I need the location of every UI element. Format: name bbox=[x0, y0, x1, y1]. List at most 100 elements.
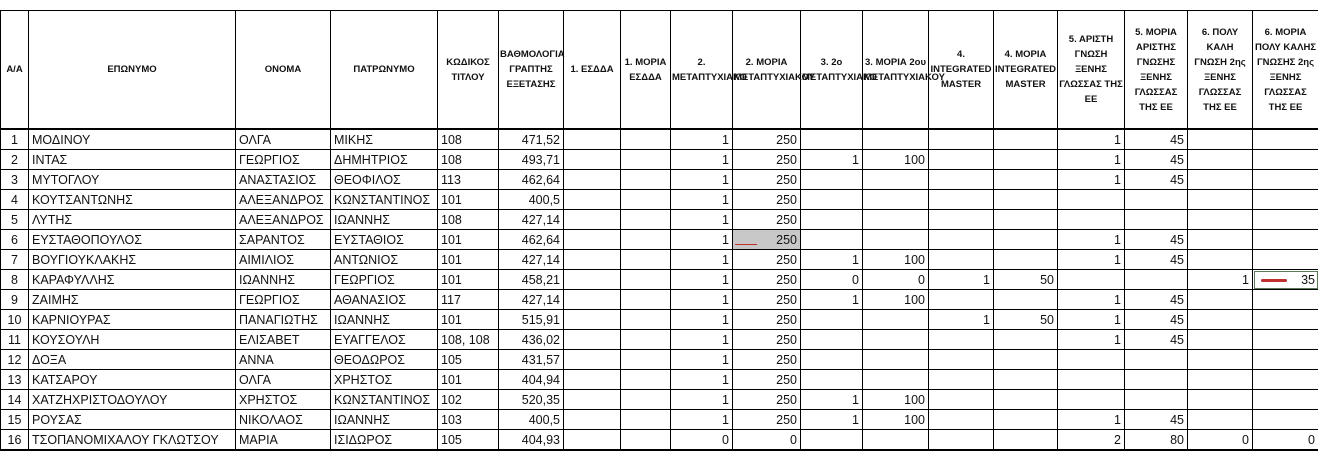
cell-very-good-language[interactable] bbox=[1187, 309, 1253, 330]
cell-title-code[interactable]: 103 bbox=[437, 409, 499, 430]
cell-excellent-language[interactable] bbox=[1057, 369, 1125, 390]
cell-masters-points[interactable]: 250 bbox=[732, 249, 801, 270]
cell-integrated-master[interactable] bbox=[928, 169, 994, 190]
cell-excellent-language-points[interactable]: 45 bbox=[1124, 329, 1188, 350]
cell-integrated-master[interactable] bbox=[928, 189, 994, 210]
cell-integrated-master[interactable] bbox=[928, 149, 994, 170]
cell-title-code[interactable]: 108 bbox=[437, 128, 499, 150]
cell-row-number[interactable]: 16 bbox=[0, 429, 29, 451]
cell-second-masters[interactable] bbox=[800, 429, 863, 451]
cell-second-masters-points[interactable] bbox=[862, 369, 929, 390]
cell-integrated-master[interactable] bbox=[928, 209, 994, 230]
column-header[interactable]: 3. 2ο ΜΕΤΑΠΤΥΧΙΑΚΟ bbox=[800, 10, 877, 130]
cell-esdda-points[interactable] bbox=[620, 229, 671, 250]
cell-excellent-language[interactable]: 1 bbox=[1057, 409, 1125, 430]
cell-second-masters[interactable]: 1 bbox=[800, 149, 863, 170]
cell-very-good-language[interactable] bbox=[1187, 349, 1253, 370]
cell-second-masters[interactable] bbox=[800, 169, 863, 190]
cell-very-good-language-points[interactable] bbox=[1252, 149, 1318, 170]
cell-very-good-language[interactable] bbox=[1187, 128, 1253, 150]
cell-father-name[interactable]: ΜΙΚΗΣ bbox=[330, 128, 438, 150]
cell-esdda-points[interactable] bbox=[620, 269, 671, 290]
cell-row-number[interactable]: 9 bbox=[0, 289, 29, 310]
cell-esdda-points[interactable] bbox=[620, 409, 671, 430]
cell-excellent-language-points[interactable] bbox=[1124, 349, 1188, 370]
cell-second-masters[interactable]: 1 bbox=[800, 389, 863, 410]
cell-title-code[interactable]: 108 bbox=[437, 209, 499, 230]
cell-excellent-language-points[interactable] bbox=[1124, 209, 1188, 230]
cell-esdda-points[interactable] bbox=[620, 289, 671, 310]
cell-masters-points[interactable]: 250 bbox=[732, 409, 801, 430]
cell-esdda[interactable] bbox=[563, 369, 621, 390]
column-header[interactable]: 6. ΠΟΛΥ ΚΑΛΗ ΓΝΩΣΗ 2ης ΞΕΝΗΣ ΓΛΩΣΣΑΣ ΤΗΣ… bbox=[1187, 10, 1253, 130]
cell-father-name[interactable]: ΙΩΑΝΝΗΣ bbox=[330, 209, 438, 230]
cell-masters-points[interactable]: 250 bbox=[732, 289, 801, 310]
cell-second-masters[interactable] bbox=[800, 189, 863, 210]
cell-esdda[interactable] bbox=[563, 349, 621, 370]
cell-masters[interactable]: 1 bbox=[670, 209, 733, 230]
cell-masters[interactable]: 1 bbox=[670, 409, 733, 430]
cell-excellent-language-points[interactable]: 45 bbox=[1124, 128, 1188, 150]
cell-integrated-master-points[interactable] bbox=[993, 329, 1058, 350]
cell-integrated-master[interactable] bbox=[928, 249, 994, 270]
cell-very-good-language-points[interactable] bbox=[1252, 249, 1318, 270]
cell-very-good-language-points[interactable]: 0 bbox=[1252, 429, 1318, 451]
cell-exam-score[interactable]: 458,21 bbox=[498, 269, 564, 290]
cell-masters-points[interactable]: 250 bbox=[732, 189, 801, 210]
cell-integrated-master[interactable] bbox=[928, 229, 994, 250]
cell-masters-points[interactable]: 250 bbox=[732, 229, 801, 250]
cell-excellent-language[interactable] bbox=[1057, 209, 1125, 230]
cell-second-masters-points[interactable] bbox=[862, 429, 929, 451]
cell-row-number[interactable]: 5 bbox=[0, 209, 29, 230]
cell-second-masters-points[interactable]: 100 bbox=[862, 409, 929, 430]
cell-masters-points[interactable]: 250 bbox=[732, 309, 801, 330]
cell-masters-points[interactable]: 250 bbox=[732, 369, 801, 390]
cell-second-masters-points[interactable] bbox=[862, 329, 929, 350]
cell-first-name[interactable]: ΧΡΗΣΤΟΣ bbox=[235, 389, 331, 410]
cell-integrated-master[interactable] bbox=[928, 128, 994, 150]
cell-title-code[interactable]: 101 bbox=[437, 369, 499, 390]
cell-first-name[interactable]: ΝΙΚΟΛΑΟΣ bbox=[235, 409, 331, 430]
column-header[interactable]: 4. ΜΟΡΙΑ INTEGRATED MASTER bbox=[993, 10, 1058, 130]
cell-second-masters-points[interactable] bbox=[862, 309, 929, 330]
cell-excellent-language[interactable]: 1 bbox=[1057, 289, 1125, 310]
cell-row-number[interactable]: 7 bbox=[0, 249, 29, 270]
cell-excellent-language[interactable]: 2 bbox=[1057, 429, 1125, 451]
cell-integrated-master-points[interactable] bbox=[993, 249, 1058, 270]
cell-very-good-language-points[interactable] bbox=[1252, 389, 1318, 410]
cell-masters[interactable]: 1 bbox=[670, 289, 733, 310]
cell-very-good-language[interactable] bbox=[1187, 409, 1253, 430]
cell-integrated-master[interactable]: 1 bbox=[928, 269, 994, 290]
cell-father-name[interactable]: ΙΣΙΔΩΡΟΣ bbox=[330, 429, 438, 451]
cell-exam-score[interactable]: 462,64 bbox=[498, 169, 564, 190]
cell-surname[interactable]: ΚΟΥΤΣΑΝΤΩΝΗΣ bbox=[28, 189, 236, 210]
cell-father-name[interactable]: ΚΩΝΣΤΑΝΤΙΝΟΣ bbox=[330, 389, 438, 410]
cell-esdda[interactable] bbox=[563, 229, 621, 250]
cell-integrated-master[interactable] bbox=[928, 289, 994, 310]
cell-second-masters[interactable] bbox=[800, 329, 863, 350]
cell-very-good-language-points[interactable] bbox=[1252, 289, 1318, 310]
cell-masters-points[interactable]: 250 bbox=[732, 169, 801, 190]
cell-very-good-language[interactable]: 1 bbox=[1187, 269, 1253, 290]
cell-excellent-language[interactable]: 1 bbox=[1057, 128, 1125, 150]
cell-masters[interactable]: 1 bbox=[670, 249, 733, 270]
cell-second-masters-points[interactable] bbox=[862, 189, 929, 210]
cell-surname[interactable]: ΖΑΙΜΗΣ bbox=[28, 289, 236, 310]
cell-excellent-language-points[interactable]: 45 bbox=[1124, 249, 1188, 270]
cell-masters[interactable]: 1 bbox=[670, 229, 733, 250]
cell-title-code[interactable]: 108, 108 bbox=[437, 329, 499, 350]
cell-first-name[interactable]: ΓΕΩΡΓΙΟΣ bbox=[235, 149, 331, 170]
cell-first-name[interactable]: ΑΛΕΞΑΝΔΡΟΣ bbox=[235, 189, 331, 210]
cell-row-number[interactable]: 8 bbox=[0, 269, 29, 290]
cell-surname[interactable]: ΒΟΥΓΙΟΥΚΛΑΚΗΣ bbox=[28, 249, 236, 270]
cell-very-good-language-points[interactable] bbox=[1252, 369, 1318, 390]
cell-exam-score[interactable]: 427,14 bbox=[498, 249, 564, 270]
cell-esdda-points[interactable] bbox=[620, 369, 671, 390]
cell-very-good-language[interactable] bbox=[1187, 189, 1253, 210]
cell-exam-score[interactable]: 520,35 bbox=[498, 389, 564, 410]
cell-excellent-language-points[interactable]: 45 bbox=[1124, 309, 1188, 330]
cell-integrated-master[interactable]: 1 bbox=[928, 309, 994, 330]
cell-first-name[interactable]: ΓΕΩΡΓΙΟΣ bbox=[235, 289, 331, 310]
cell-second-masters-points[interactable] bbox=[862, 349, 929, 370]
cell-masters-points[interactable]: 250 bbox=[732, 349, 801, 370]
